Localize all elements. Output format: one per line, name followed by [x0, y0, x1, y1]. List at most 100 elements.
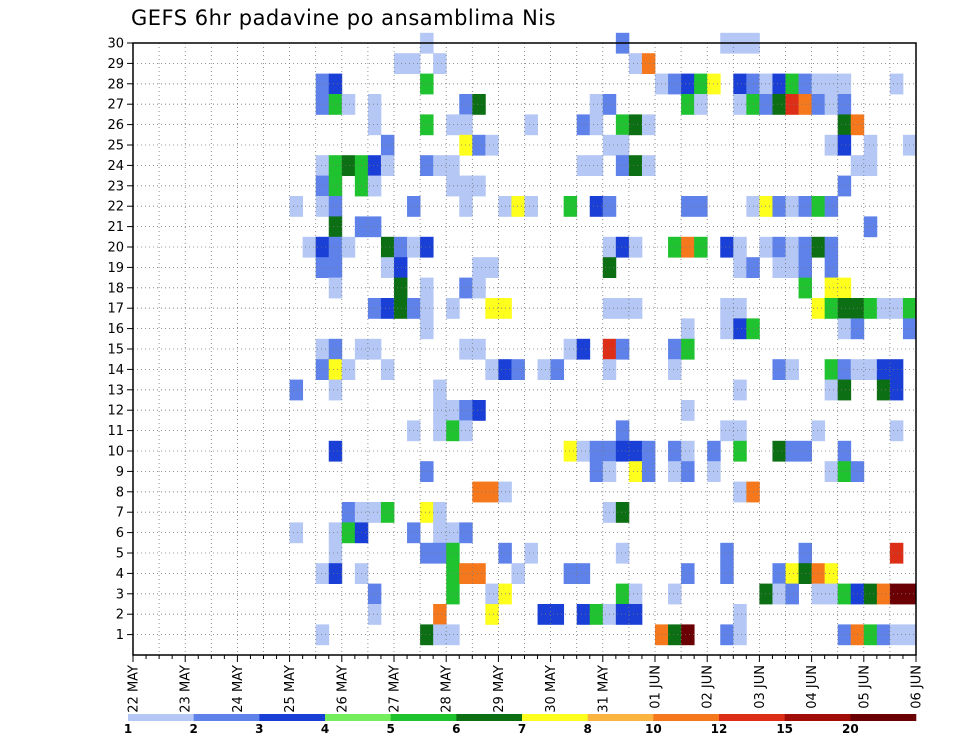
colorbar-label: 20 — [842, 722, 859, 736]
heatmap-cell — [863, 624, 878, 646]
heatmap-cell — [615, 604, 630, 625]
heatmap-cell — [511, 196, 525, 217]
x-tick-label: 05 JUN — [857, 665, 872, 709]
x-axis: 22 MAY 23 MAY 24 MAY 25 MAY 26 MAY 27 MAY 28 M… — [127, 655, 925, 713]
heatmap-cell — [694, 236, 708, 258]
heatmap-cell — [380, 257, 395, 278]
heatmap-cell — [341, 359, 356, 380]
y-tick-label: 30 — [107, 37, 124, 52]
heatmap-cell — [720, 624, 734, 646]
heatmap-cell — [837, 359, 852, 380]
heatmap-cell — [837, 318, 852, 340]
heatmap-cell — [824, 196, 839, 217]
heatmap-cell — [733, 73, 747, 95]
x-tick-label: 27 MAY — [388, 665, 403, 713]
heatmap-cell — [615, 583, 630, 605]
heatmap-cell — [628, 461, 643, 482]
heatmap-cell — [485, 583, 499, 605]
heatmap-cell — [328, 277, 343, 299]
heatmap-cell — [472, 563, 486, 584]
heatmap-cell — [615, 134, 630, 156]
heatmap-cell — [367, 604, 382, 625]
heatmap-cell — [446, 624, 460, 646]
heatmap-cell — [733, 481, 747, 503]
heatmap-cell — [785, 359, 799, 380]
y-tick-label: 20 — [107, 241, 124, 256]
heatmap-cell — [628, 298, 643, 319]
heatmap-cell — [524, 196, 538, 217]
heatmap-cell — [446, 563, 460, 584]
heatmap-cell — [837, 379, 852, 401]
y-tick-label: 14 — [107, 363, 124, 378]
heatmap-cell — [876, 624, 891, 646]
y-tick-label: 22 — [107, 200, 124, 215]
heatmap-cell — [563, 338, 578, 360]
heatmap-cell — [759, 583, 773, 605]
heatmap-cell — [733, 298, 747, 319]
heatmap-cell — [537, 359, 551, 380]
heatmap-cell — [367, 298, 382, 319]
heatmap-cell — [576, 114, 591, 136]
y-tick-label: 8 — [116, 485, 124, 500]
heatmap-cell — [289, 196, 304, 217]
colorbar-swatch — [259, 714, 326, 721]
heatmap-cell — [446, 298, 460, 319]
heatmap-cell — [446, 400, 460, 421]
heatmap-cell — [420, 318, 434, 340]
heatmap-cell — [733, 604, 747, 625]
heatmap-cell — [380, 236, 395, 258]
heatmap-cell — [772, 196, 786, 217]
heatmap-cell — [420, 461, 434, 482]
x-tick-label: 22 MAY — [127, 665, 142, 713]
heatmap-cell — [811, 298, 826, 319]
heatmap-cell — [824, 298, 839, 319]
heatmap-cell — [641, 155, 656, 176]
heatmap-cell — [485, 298, 499, 319]
y-tick-label: 15 — [107, 343, 124, 358]
heatmap-cell — [446, 583, 460, 605]
heatmap-cell — [681, 461, 695, 482]
y-tick-label: 11 — [107, 424, 124, 439]
colorbar-label: 15 — [776, 722, 793, 736]
heatmap-cell — [785, 440, 799, 462]
heatmap-cell — [785, 563, 799, 584]
heatmap-cell — [420, 236, 434, 258]
colorbar-label: 4 — [321, 722, 329, 736]
heatmap-cell — [472, 338, 486, 360]
heatmap-cell — [380, 298, 395, 319]
heatmap-cell — [367, 114, 382, 136]
heatmap-cell — [837, 583, 852, 605]
heatmap-cell — [785, 94, 799, 115]
heatmap-cell — [524, 542, 538, 564]
y-tick-label: 18 — [107, 281, 124, 296]
heatmap-cell — [341, 155, 356, 176]
heatmap-cell — [341, 522, 356, 544]
heatmap-cell — [681, 196, 695, 217]
heatmap-cell — [772, 359, 786, 380]
heatmap-cell — [720, 563, 734, 584]
heatmap-cell — [889, 298, 904, 319]
heatmap-cell — [772, 440, 786, 462]
heatmap-cell — [394, 53, 408, 74]
heatmap-cell — [367, 338, 382, 360]
heatmap-cell — [733, 440, 747, 462]
heatmap-cell — [367, 216, 382, 238]
heatmap-cell — [328, 440, 343, 462]
heatmap-cell — [824, 94, 839, 115]
heatmap-cell — [472, 481, 486, 503]
heatmap-cell — [628, 604, 643, 625]
heatmap-cell — [328, 94, 343, 115]
y-axis: 1234567891011121314151617181920212223242… — [107, 37, 133, 643]
y-tick-label: 3 — [116, 587, 124, 602]
heatmap-cell — [367, 502, 382, 523]
heatmap-cell — [785, 73, 799, 95]
heatmap-cell — [694, 73, 708, 95]
heatmap-cell — [824, 134, 839, 156]
heatmap-cell — [341, 236, 356, 258]
colorbar-swatch — [719, 714, 785, 721]
heatmap-cell — [681, 563, 695, 584]
heatmap-cell — [576, 604, 591, 625]
heatmap-cell — [615, 542, 630, 564]
heatmap-cell — [628, 236, 643, 258]
